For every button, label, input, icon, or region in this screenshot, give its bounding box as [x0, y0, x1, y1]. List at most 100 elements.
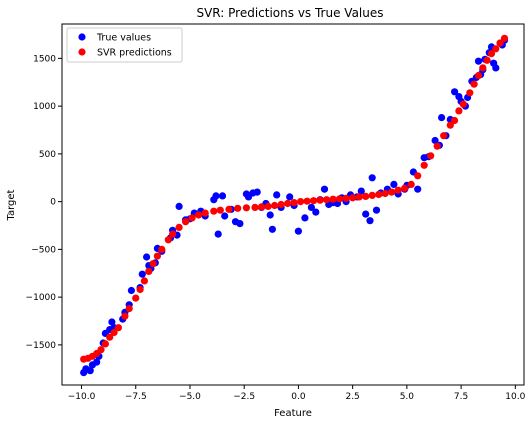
chart-title: SVR: Predictions vs True Values	[196, 6, 383, 20]
svr-prediction-point-42	[329, 195, 337, 203]
legend-marker-true-values	[78, 33, 86, 41]
svr-prediction-point-56	[420, 161, 428, 169]
svr-prediction-point-69	[487, 50, 496, 58]
svr-prediction-point-13	[140, 277, 148, 285]
true-value-point-48	[273, 191, 281, 199]
true-value-point-33	[212, 192, 220, 200]
svr-prediction-point-61	[451, 116, 459, 125]
x-tick-label-8: 10.0	[505, 392, 525, 402]
svr-prediction-point-30	[251, 203, 259, 211]
true-value-point-17	[143, 253, 151, 261]
x-tick-label-6: 5.0	[400, 392, 415, 402]
true-value-point-14	[127, 286, 135, 295]
svr-prediction-point-72	[500, 34, 509, 42]
y-tick-label-1: −1000	[26, 293, 57, 303]
svr-prediction-point-44	[342, 194, 350, 202]
svr-prediction-point-9	[121, 312, 129, 320]
true-value-point-43	[253, 188, 261, 196]
svr-prediction-point-46	[355, 193, 363, 201]
svr-prediction-point-55	[414, 172, 422, 180]
svr-prediction-point-22	[188, 214, 196, 222]
svr-prediction-point-58	[433, 142, 441, 150]
svr-prediction-point-39	[310, 197, 318, 205]
y-tick-label-3: 0	[50, 198, 56, 208]
true-value-point-57	[320, 185, 329, 193]
svr-prediction-point-51	[388, 188, 396, 196]
svr-prediction-point-18	[164, 236, 172, 244]
legend-marker-svr-predictions	[78, 48, 86, 56]
svr-prediction-point-27	[225, 205, 233, 213]
true-value-point-92	[474, 57, 483, 65]
true-value-point-47	[268, 225, 276, 233]
svr-prediction-point-8	[114, 324, 122, 332]
true-value-point-54	[307, 203, 315, 211]
true-value-point-66	[362, 210, 370, 218]
svr-prediction-point-59	[440, 132, 448, 140]
true-value-point-26	[175, 202, 183, 210]
svr-prediction-point-4	[97, 346, 105, 354]
svr-prediction-point-23	[195, 211, 203, 219]
svr-prediction-point-26	[216, 206, 224, 214]
svr-prediction-point-65	[470, 80, 478, 88]
points-layer	[80, 34, 509, 377]
y-tick-label-6: 1500	[33, 54, 56, 64]
svr-prediction-point-11	[132, 294, 140, 302]
svr-prediction-point-38	[303, 197, 311, 205]
svr-prediction-point-36	[290, 199, 298, 207]
svr-prediction-point-37	[297, 198, 305, 206]
true-value-point-69	[372, 206, 381, 214]
svr-prediction-point-48	[368, 191, 376, 199]
true-value-point-39	[236, 220, 244, 228]
y-tick-label-0: −1500	[26, 341, 57, 351]
svr-prediction-point-62	[455, 107, 463, 115]
svr-prediction-point-67	[479, 64, 487, 72]
svr-prediction-point-12	[136, 285, 144, 294]
y-axis-label: Target	[6, 189, 17, 221]
svr-prediction-point-6	[106, 333, 114, 341]
svr-prediction-point-19	[169, 230, 177, 238]
true-value-point-50	[286, 193, 294, 201]
svr-prediction-point-33	[271, 201, 279, 210]
svr-prediction-point-40	[316, 196, 324, 204]
x-axis-label: Feature	[274, 408, 312, 419]
legend-label-svr-predictions: SVR predictions	[97, 48, 172, 59]
svr-prediction-point-15	[149, 260, 157, 268]
svr-prediction-point-53	[401, 184, 409, 192]
svr-prediction-point-50	[381, 189, 389, 198]
svr-prediction-point-21	[182, 218, 190, 226]
x-tick-label-1: −7.5	[125, 392, 147, 402]
svr-prediction-point-41	[323, 196, 331, 204]
true-value-point-85	[451, 88, 459, 96]
true-value-point-99	[492, 64, 500, 72]
y-tick-label-4: 500	[39, 150, 56, 160]
true-value-point-16	[138, 270, 146, 278]
svr-prediction-point-63	[459, 100, 467, 108]
true-value-point-68	[368, 174, 376, 182]
true-value-point-4	[93, 358, 101, 366]
y-tick-label-2: −500	[31, 245, 56, 255]
x-tick-label-0: −10.0	[68, 392, 96, 402]
x-tick-label-7: 7.5	[454, 392, 468, 402]
svr-prediction-point-68	[483, 56, 491, 64]
legend: True values SVR predictions	[66, 27, 183, 63]
svr-prediction-point-10	[125, 305, 133, 313]
svr-prediction-point-70	[492, 45, 500, 53]
svr-prediction-point-49	[375, 190, 383, 199]
svr-prediction-point-20	[175, 223, 183, 231]
true-value-point-9	[108, 318, 116, 326]
svr-prediction-point-7	[110, 328, 118, 337]
true-value-point-77	[414, 185, 422, 193]
svr-prediction-point-66	[474, 72, 483, 80]
legend-box	[66, 27, 183, 63]
svr-prediction-point-47	[362, 192, 370, 200]
true-value-point-82	[438, 114, 446, 122]
svr-prediction-point-28	[234, 204, 242, 212]
svr-prediction-point-32	[264, 202, 272, 210]
legend-label-true-values: True values	[96, 33, 151, 44]
svr-prediction-point-60	[446, 121, 454, 129]
svr-prediction-point-17	[158, 245, 166, 253]
svr-prediction-point-25	[210, 207, 218, 215]
svr-prediction-point-71	[496, 39, 504, 47]
svr-prediction-point-24	[201, 209, 209, 217]
svr-prediction-point-45	[349, 194, 357, 202]
